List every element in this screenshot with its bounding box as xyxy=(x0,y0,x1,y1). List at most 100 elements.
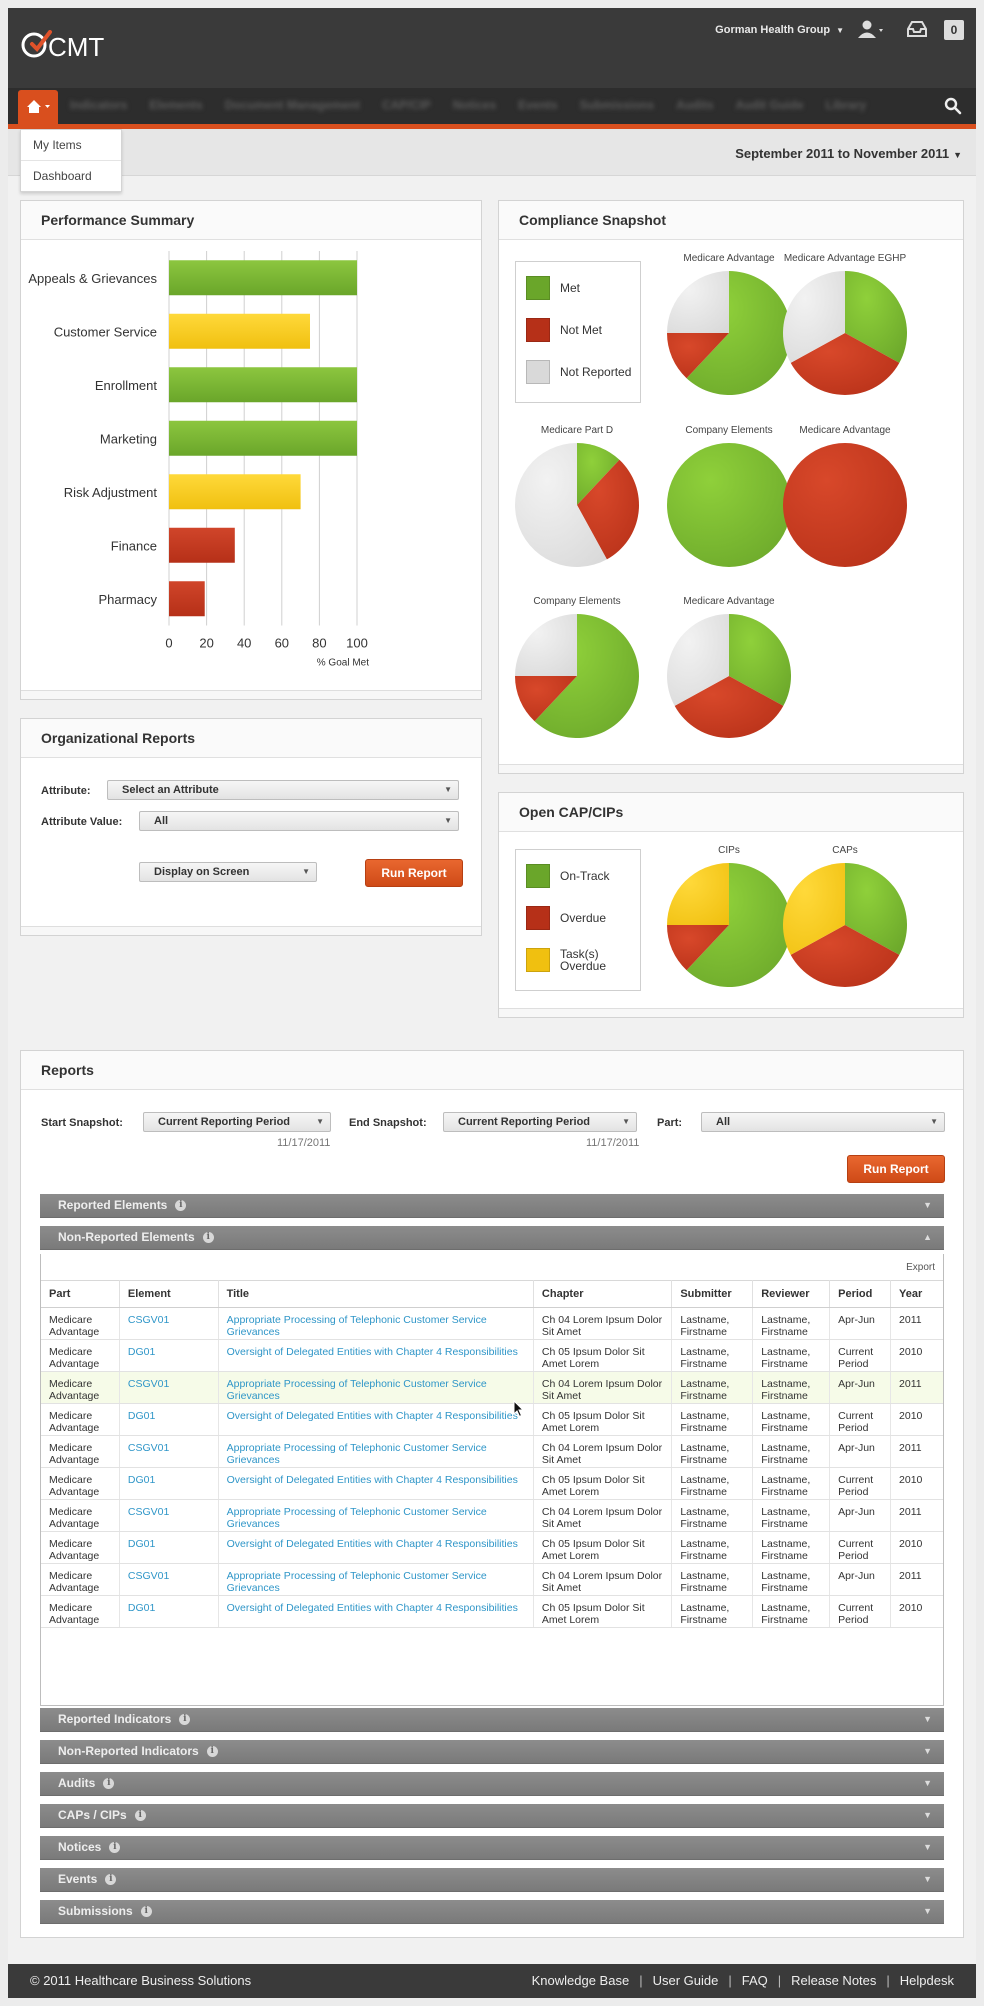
section-notices[interactable]: Notices i ▼ xyxy=(40,1836,944,1860)
pie-slice[interactable] xyxy=(667,614,729,706)
pie-slice[interactable] xyxy=(577,443,620,505)
cell-title[interactable]: Oversight of Delegated Entities with Cha… xyxy=(218,1595,534,1628)
cell-element[interactable]: DG01 xyxy=(119,1467,219,1500)
bar-enrollment[interactable] xyxy=(169,367,357,403)
table-row[interactable]: Medicare Advantage CSGV01 Appropriate Proc… xyxy=(41,1563,943,1596)
cell-title[interactable]: Appropriate Processing of Telephonic Cus… xyxy=(218,1307,534,1340)
section-audits[interactable]: Audits i ▼ xyxy=(40,1772,944,1796)
pie-slice[interactable] xyxy=(845,271,907,363)
cell-element[interactable]: CSGV01 xyxy=(119,1499,219,1532)
pie-slice[interactable] xyxy=(783,271,845,363)
info-icon[interactable]: i xyxy=(179,1714,191,1726)
table-row[interactable]: Medicare Advantage DG01 Oversight of Deleg… xyxy=(41,1339,943,1372)
table-row[interactable]: Medicare Advantage CSGV01 Appropriate Proc… xyxy=(41,1371,943,1404)
pie-slice[interactable] xyxy=(783,863,845,955)
cell-element[interactable]: CSGV01 xyxy=(119,1307,219,1340)
menu-item-my-items[interactable]: My Items xyxy=(21,130,121,161)
nav-item-notices[interactable]: Notices xyxy=(452,98,497,112)
pie-slice[interactable] xyxy=(686,863,791,987)
column-header-year[interactable]: Year xyxy=(890,1280,943,1308)
column-header-submitter[interactable]: Submitter xyxy=(671,1280,754,1308)
pie-slice[interactable] xyxy=(534,614,639,738)
section-non-reported-elements[interactable]: Non-Reported Elements i ▲ xyxy=(40,1226,944,1250)
attribute-value-select[interactable]: All ▼ xyxy=(139,811,459,831)
nav-item-indicators[interactable]: Indicators xyxy=(70,98,128,112)
inbox-button[interactable] xyxy=(906,20,928,43)
nav-item-library[interactable]: Library xyxy=(825,98,867,112)
cell-element[interactable]: CSGV01 xyxy=(119,1563,219,1596)
organization-selector[interactable]: Gorman Health Group ▼ xyxy=(715,24,844,36)
cell-title[interactable]: Appropriate Processing of Telephonic Cus… xyxy=(218,1563,534,1596)
bar-customer-service[interactable] xyxy=(169,313,310,349)
bar-appeals-grievances[interactable] xyxy=(169,260,357,296)
footer-link-helpdesk[interactable]: Helpdesk xyxy=(899,1973,954,1988)
pie-slice[interactable] xyxy=(515,614,577,676)
search-button[interactable] xyxy=(944,97,962,120)
cell-title[interactable]: Appropriate Processing of Telephonic Cus… xyxy=(218,1499,534,1532)
section-events[interactable]: Events i ▼ xyxy=(40,1868,944,1892)
table-row[interactable]: Medicare Advantage DG01 Oversight of Deleg… xyxy=(41,1403,943,1436)
pie-slice[interactable] xyxy=(667,925,729,971)
nav-item-cap-cip[interactable]: CAP/CIP xyxy=(382,98,431,112)
bar-marketing[interactable] xyxy=(169,420,357,456)
pie-slice[interactable] xyxy=(790,925,900,987)
export-link[interactable]: Export xyxy=(906,1262,935,1273)
footer-link-user-guide[interactable]: User Guide xyxy=(652,1973,719,1988)
pie-slice[interactable] xyxy=(783,443,907,567)
pie-slice[interactable] xyxy=(667,863,729,925)
column-header-element[interactable]: Element xyxy=(119,1280,219,1308)
pie-chart-medicare-advantage[interactable] xyxy=(663,610,795,742)
pie-slice[interactable] xyxy=(845,863,907,955)
pie-slice[interactable] xyxy=(790,333,900,395)
cell-element[interactable]: DG01 xyxy=(119,1339,219,1372)
footer-link-faq[interactable]: FAQ xyxy=(741,1973,768,1988)
info-icon[interactable]: i xyxy=(105,1874,117,1886)
column-header-period[interactable]: Period xyxy=(829,1280,892,1308)
pie-slice[interactable] xyxy=(667,333,729,379)
column-header-part[interactable]: Part xyxy=(41,1280,120,1308)
section-non-reported-indicators[interactable]: Non-Reported Indicators i ▼ xyxy=(40,1740,944,1764)
footer-link-knowledge-base[interactable]: Knowledge Base xyxy=(531,1973,630,1988)
pie-slice[interactable] xyxy=(729,614,791,706)
pie-slice[interactable] xyxy=(667,271,729,333)
section-reported-elements[interactable]: Reported Elements i ▼ xyxy=(40,1194,944,1218)
info-icon[interactable]: i xyxy=(206,1746,218,1758)
pie-slice[interactable] xyxy=(674,676,784,738)
start-snapshot-select[interactable]: Current Reporting Period ▼ xyxy=(143,1112,331,1132)
section-reported-indicators[interactable]: Reported Indicators i ▼ xyxy=(40,1708,944,1732)
info-icon[interactable]: i xyxy=(175,1200,187,1212)
pie-slice[interactable] xyxy=(577,459,639,560)
menu-item-dashboard[interactable]: Dashboard xyxy=(33,169,92,183)
info-icon[interactable]: i xyxy=(109,1842,121,1854)
section-caps-cips[interactable]: CAPs / CIPs i ▼ xyxy=(40,1804,944,1828)
app-logo[interactable]: CMT xyxy=(20,30,110,60)
run-report-button[interactable]: Run Report xyxy=(847,1155,945,1183)
column-header-title[interactable]: Title xyxy=(218,1280,534,1308)
info-icon[interactable]: i xyxy=(134,1810,146,1822)
table-row[interactable]: Medicare Advantage DG01 Oversight of Deleg… xyxy=(41,1531,943,1564)
info-icon[interactable]: i xyxy=(103,1778,115,1790)
bar-finance[interactable] xyxy=(169,527,235,563)
cell-element[interactable]: DG01 xyxy=(119,1403,219,1436)
bar-pharmacy[interactable] xyxy=(169,581,205,617)
table-row[interactable]: Medicare Advantage DG01 Oversight of Deleg… xyxy=(41,1595,943,1628)
table-row[interactable]: Medicare Advantage CSGV01 Appropriate Proc… xyxy=(41,1435,943,1468)
nav-item-submissions[interactable]: Submissions xyxy=(579,98,655,112)
attribute-select[interactable]: Select an Attribute ▼ xyxy=(107,780,459,800)
bar-risk-adjustment[interactable] xyxy=(169,474,301,510)
cell-title[interactable]: Oversight of Delegated Entities with Cha… xyxy=(218,1467,534,1500)
cell-element[interactable]: DG01 xyxy=(119,1595,219,1628)
cell-title[interactable]: Oversight of Delegated Entities with Cha… xyxy=(218,1403,534,1436)
cell-element[interactable]: DG01 xyxy=(119,1531,219,1564)
pie-chart-medicare-advantage[interactable] xyxy=(779,439,911,571)
pie-chart-caps[interactable] xyxy=(779,859,911,991)
run-org-report-button[interactable]: Run Report xyxy=(365,859,463,887)
footer-link-release-notes[interactable]: Release Notes xyxy=(791,1973,877,1988)
cell-title[interactable]: Appropriate Processing of Telephonic Cus… xyxy=(218,1371,534,1404)
pie-slice[interactable] xyxy=(515,676,577,722)
pie-chart-medicare-advantage-eghp[interactable] xyxy=(779,267,911,399)
cell-title[interactable]: Appropriate Processing of Telephonic Cus… xyxy=(218,1435,534,1468)
pie-chart-medicare-part-d[interactable] xyxy=(511,439,643,571)
column-header-reviewer[interactable]: Reviewer xyxy=(752,1280,831,1308)
cell-element[interactable]: CSGV01 xyxy=(119,1371,219,1404)
